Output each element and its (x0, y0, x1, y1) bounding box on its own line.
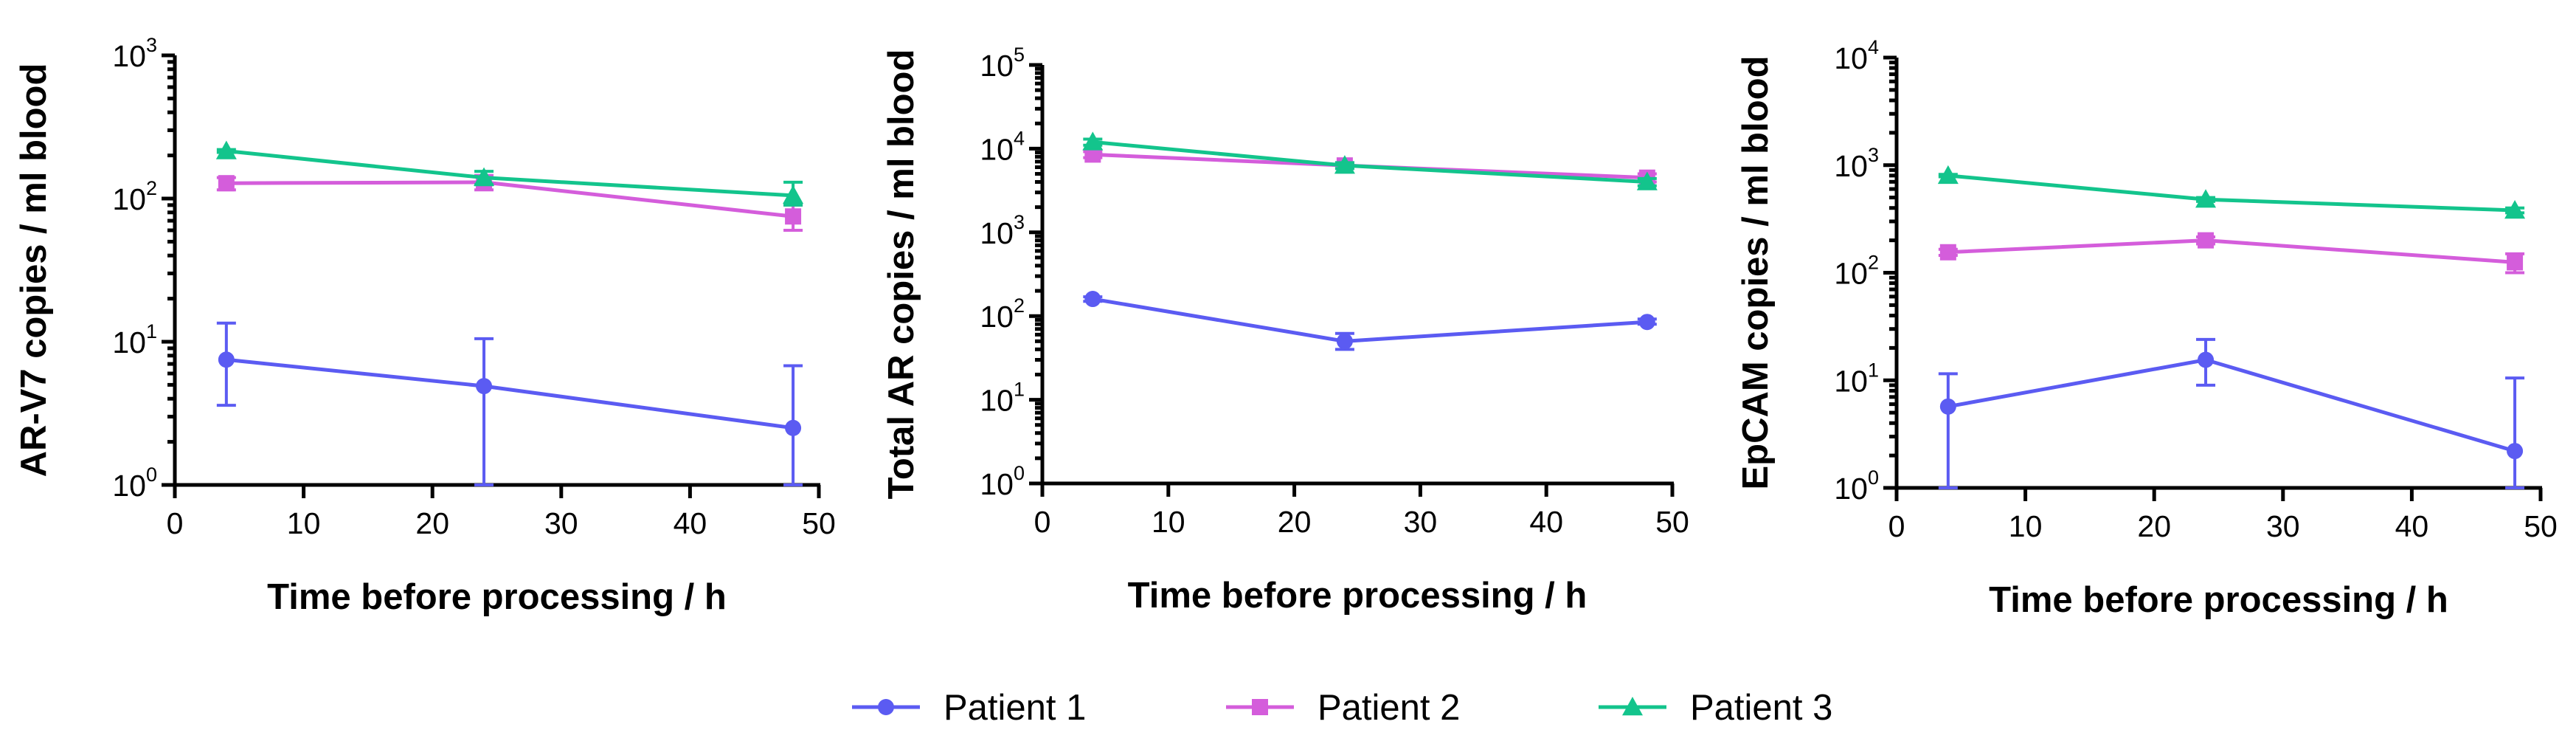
y-tick-label: 101 (980, 379, 1025, 418)
x-tick-label: 0 (1034, 505, 1051, 539)
x-tick-label: 50 (802, 506, 836, 540)
x-tick-label: 30 (1404, 505, 1438, 539)
data-point (215, 140, 237, 159)
series-line (1947, 173, 2516, 213)
legend-marker (878, 699, 894, 715)
series-line (1947, 238, 2516, 264)
series-patient-1 (1938, 337, 2525, 489)
data-point (474, 167, 495, 186)
x-tick-label: 10 (1152, 505, 1185, 539)
x-tick-label: 0 (167, 506, 184, 540)
data-point (1636, 171, 1658, 190)
series-patient-2 (216, 173, 803, 232)
legend-item-patient-2: Patient 2 (1226, 688, 1460, 728)
y-tick-label: 102 (112, 177, 157, 216)
legend-item-patient-1: Patient 1 (852, 688, 1086, 728)
y-tick-label: 102 (980, 294, 1025, 334)
y-tick-label: 100 (980, 462, 1025, 501)
x-tick-label: 30 (2266, 509, 2300, 543)
x-tick-label: 40 (674, 506, 707, 540)
legend-label: Patient 3 (1690, 688, 1832, 728)
legend-marker (1622, 697, 1643, 716)
data-point (218, 175, 235, 192)
panel-total-ar: 0 10 20 30 40 50 100 101 102 103 104 105 Time before… (882, 44, 1689, 616)
data-point (1082, 131, 1104, 151)
series-line (1093, 140, 1647, 185)
series-patient-3 (215, 140, 804, 207)
legend: Patient 1 Patient 2 Patient 3 (852, 688, 1832, 728)
data-point (785, 208, 802, 225)
y-tick-label: 104 (1834, 36, 1879, 75)
y-tick-label: 101 (112, 320, 157, 359)
series-line (1947, 357, 2516, 453)
y-tick-label: 105 (980, 44, 1025, 83)
data-point (1336, 333, 1353, 350)
y-tick-label: 100 (112, 464, 157, 503)
legend-label: Patient 1 (944, 688, 1086, 728)
series-patient-3 (1082, 131, 1658, 190)
x-tick-label: 40 (2395, 509, 2429, 543)
series-patient-1 (1083, 291, 1657, 351)
x-tick-label: 10 (2009, 509, 2043, 543)
y-tick-label: 100 (1834, 466, 1879, 506)
x-tick-label: 30 (544, 506, 578, 540)
x-tick-label: 20 (415, 506, 449, 540)
x-tick-label: 20 (2137, 509, 2171, 543)
data-point (2504, 199, 2526, 219)
x-tick-label: 50 (2524, 509, 2558, 543)
y-axis-title: EpCAM copies / ml blood (1736, 55, 1776, 489)
data-point (476, 378, 493, 395)
series-patient-3 (1937, 165, 2526, 219)
y-tick-label: 103 (980, 211, 1025, 250)
y-tick-label: 103 (1834, 144, 1879, 183)
data-point (1939, 244, 1956, 261)
data-point (1937, 165, 1959, 185)
legend-item-patient-3: Patient 3 (1599, 688, 1832, 728)
series-line (226, 180, 794, 218)
x-axis-title: Time before processing / h (267, 577, 727, 617)
y-tick-label: 104 (980, 127, 1025, 166)
data-point (1084, 291, 1101, 308)
legend-marker (1252, 699, 1268, 715)
x-tick-label: 0 (1888, 509, 1905, 543)
data-point (1638, 314, 1655, 331)
series-line (226, 149, 794, 198)
data-point (783, 185, 804, 204)
data-point (1084, 146, 1101, 163)
data-point (218, 351, 235, 368)
x-tick-label: 50 (1655, 505, 1689, 539)
series-line (1092, 297, 1647, 343)
y-axis-title: AR-V7 copies / ml blood (14, 63, 54, 478)
series-patient-1 (216, 321, 803, 486)
x-tick-label: 10 (287, 506, 321, 540)
panel-epcam: 0 10 20 30 40 50 100 101 102 103 104 Time before pr… (1736, 36, 2558, 620)
data-point (2195, 189, 2217, 208)
data-point (2198, 232, 2215, 249)
x-tick-label: 20 (1278, 505, 1312, 539)
y-tick-label: 103 (112, 34, 157, 73)
series-patient-2 (1938, 232, 2525, 275)
series-line (226, 357, 794, 430)
x-tick-label: 40 (1529, 505, 1563, 539)
x-axis-title: Time before processing / h (1128, 576, 1588, 616)
legend-label: Patient 2 (1318, 688, 1460, 728)
y-tick-label: 102 (1834, 252, 1879, 291)
data-point (2198, 351, 2215, 368)
panel-ar-v7: 0 10 20 30 40 50 100 101 102 103 Time before proce… (14, 34, 836, 617)
data-point (1939, 398, 1956, 415)
x-axis-title: Time before processing / h (1989, 580, 2448, 620)
data-point (785, 419, 802, 436)
data-point (2507, 443, 2524, 460)
y-axis-title: Total AR copies / ml blood (882, 49, 921, 500)
data-point (2507, 254, 2524, 271)
data-point (1334, 155, 1355, 174)
y-tick-label: 101 (1834, 359, 1879, 398)
